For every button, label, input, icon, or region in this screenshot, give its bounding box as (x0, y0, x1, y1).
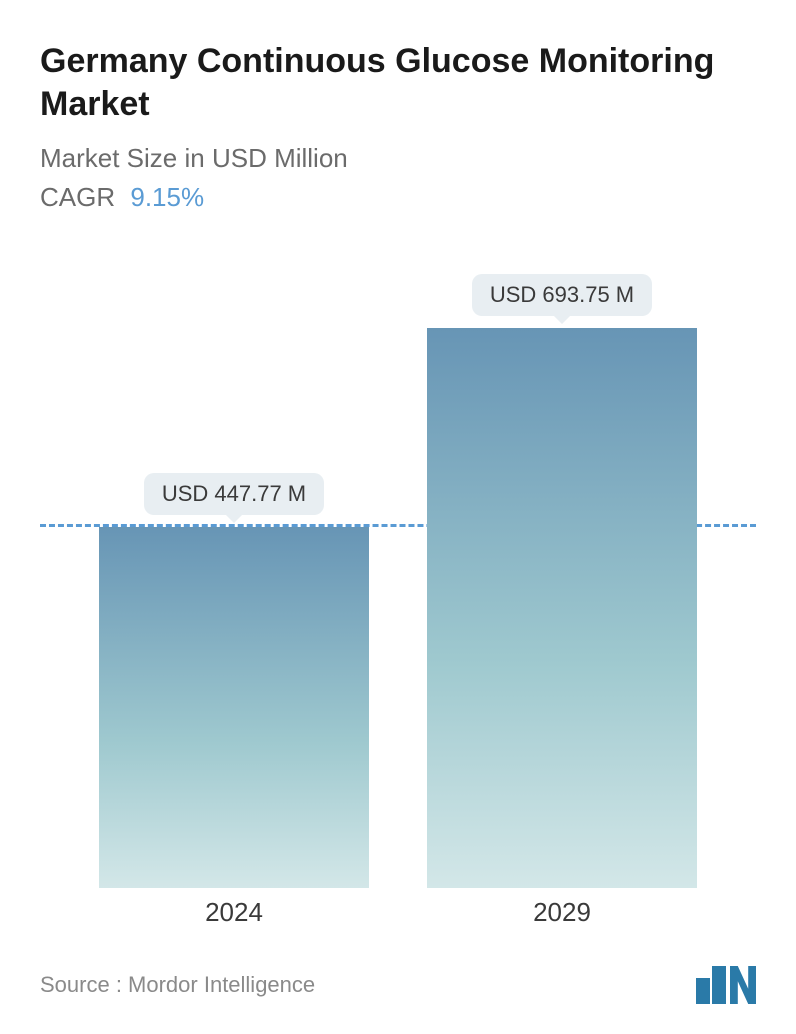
bar (99, 527, 369, 888)
x-label: 2024 (99, 897, 369, 928)
logo-n-icon (730, 966, 756, 1004)
logo-bar-icon (712, 966, 726, 1004)
logo-bar-icon (696, 978, 710, 1004)
bars-wrapper: USD 447.77 M USD 693.75 M (40, 243, 756, 888)
chart-container: Germany Continuous Glucose Monitoring Ma… (0, 0, 796, 1034)
bar-group: USD 693.75 M (427, 328, 697, 888)
chart-inner: USD 447.77 M USD 693.75 M 2024 2029 (40, 243, 756, 928)
source-text: Source : Mordor Intelligence (40, 972, 315, 998)
cagr-row: CAGR 9.15% (40, 182, 756, 213)
x-label: 2029 (427, 897, 697, 928)
cagr-value: 9.15% (130, 182, 204, 212)
chart-area: USD 447.77 M USD 693.75 M 2024 2029 (40, 243, 756, 928)
cagr-label: CAGR (40, 182, 115, 212)
x-axis-labels: 2024 2029 (40, 897, 756, 928)
value-label: USD 447.77 M (144, 473, 324, 515)
bar-group: USD 447.77 M (99, 527, 369, 888)
mordor-logo-icon (696, 966, 756, 1004)
chart-subtitle: Market Size in USD Million (40, 143, 756, 174)
value-label: USD 693.75 M (472, 274, 652, 316)
chart-title: Germany Continuous Glucose Monitoring Ma… (40, 40, 756, 125)
footer: Source : Mordor Intelligence (40, 948, 756, 1004)
bar (427, 328, 697, 888)
